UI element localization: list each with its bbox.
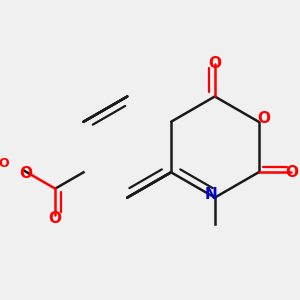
Text: O: O	[208, 56, 221, 71]
Text: O: O	[257, 111, 270, 126]
Text: O: O	[49, 211, 62, 226]
Text: N: N	[205, 187, 217, 202]
Text: O: O	[19, 166, 32, 181]
Text: O: O	[0, 157, 9, 169]
Text: O: O	[285, 165, 298, 180]
